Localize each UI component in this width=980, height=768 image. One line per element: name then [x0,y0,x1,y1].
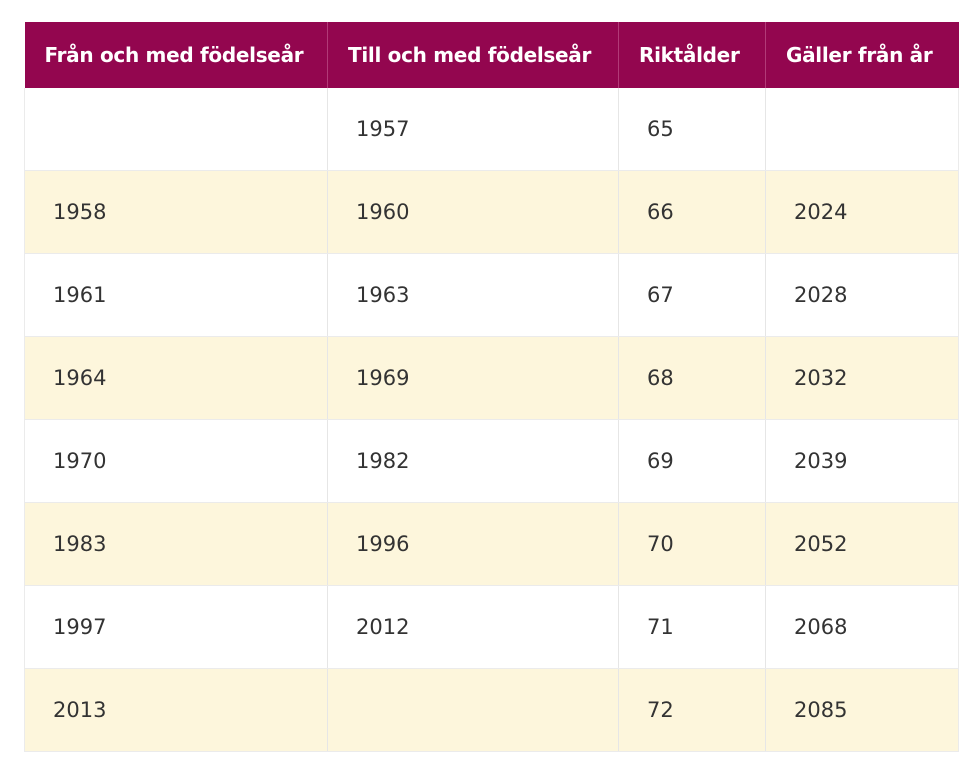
header-to-birth-year: Till och med födelseår [327,22,619,88]
cell-valid-from-year: 2024 [765,170,959,254]
cell-valid-from-year: 2085 [765,668,959,752]
cell-target-age: 72 [618,668,766,752]
cell-target-age: 66 [618,170,766,254]
cell-to-birth-year: 2012 [327,585,619,669]
cell-to-birth-year: 1969 [327,336,619,420]
cell-from-birth-year: 1961 [24,253,328,337]
cell-to-birth-year: 1957 [327,88,619,171]
cell-target-age: 69 [618,419,766,503]
cell-to-birth-year [327,668,619,752]
cell-from-birth-year: 1997 [24,585,328,669]
table-row: 1970 1982 69 2039 [24,419,959,503]
cell-from-birth-year: 1983 [24,502,328,586]
cell-target-age: 65 [618,88,766,171]
cell-from-birth-year: 1964 [24,336,328,420]
header-row: Från och med födelseår Till och med föde… [24,22,959,88]
cell-from-birth-year: 1970 [24,419,328,503]
cell-to-birth-year: 1960 [327,170,619,254]
cell-valid-from-year [765,88,959,171]
table-row: 2013 72 2085 [24,668,959,752]
table-row: 1997 2012 71 2068 [24,585,959,669]
table-body: 1957 65 1958 1960 66 2024 1961 1963 67 2… [24,88,959,752]
table-row: 1961 1963 67 2028 [24,253,959,337]
header-valid-from-year: Gäller från år [765,22,959,88]
cell-from-birth-year [24,88,328,171]
header-from-birth-year: Från och med födelseår [24,22,328,88]
cell-from-birth-year: 2013 [24,668,328,752]
cell-target-age: 67 [618,253,766,337]
table-row: 1964 1969 68 2032 [24,336,959,420]
table-row: 1958 1960 66 2024 [24,170,959,254]
cell-to-birth-year: 1963 [327,253,619,337]
cell-valid-from-year: 2068 [765,585,959,669]
cell-target-age: 68 [618,336,766,420]
cell-to-birth-year: 1996 [327,502,619,586]
table-row: 1983 1996 70 2052 [24,502,959,586]
cell-target-age: 71 [618,585,766,669]
cell-valid-from-year: 2039 [765,419,959,503]
riktalder-table: Från och med födelseår Till och med föde… [24,22,959,752]
cell-target-age: 70 [618,502,766,586]
table-row: 1957 65 [24,88,959,171]
header-target-age: Riktålder [618,22,766,88]
cell-from-birth-year: 1958 [24,170,328,254]
table-container: Från och med födelseår Till och med föde… [24,22,959,752]
cell-to-birth-year: 1982 [327,419,619,503]
cell-valid-from-year: 2052 [765,502,959,586]
cell-valid-from-year: 2028 [765,253,959,337]
table-header: Från och med födelseår Till och med föde… [24,22,959,88]
cell-valid-from-year: 2032 [765,336,959,420]
